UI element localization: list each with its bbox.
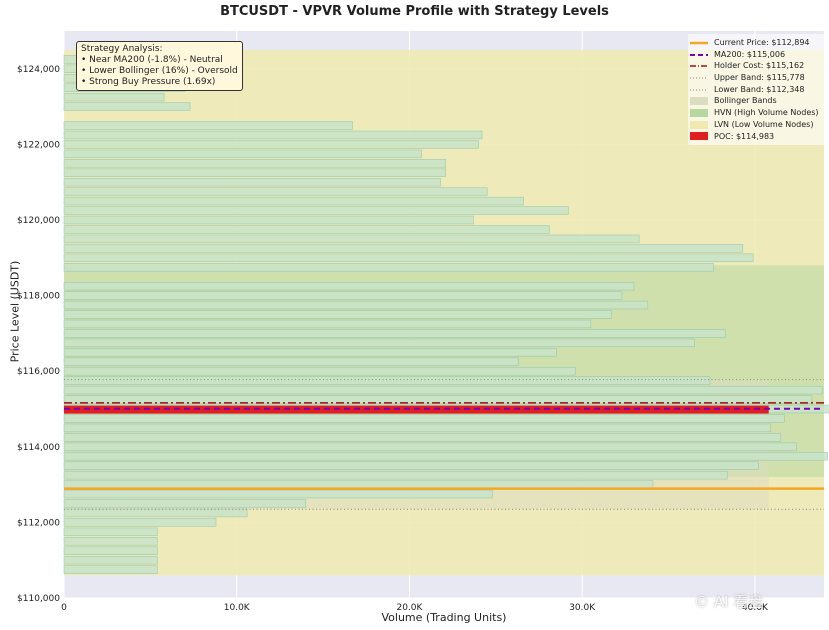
legend-item: POC: $114,983 <box>690 131 824 143</box>
legend-swatch-upper-band <box>690 74 708 82</box>
legend-item: Lower Band: $112,348 <box>690 84 824 96</box>
volume-bar <box>63 329 726 338</box>
annotation-title: Strategy Analysis: <box>81 44 163 54</box>
volume-bar <box>63 480 654 489</box>
x-tick-label: 20.0K <box>396 603 423 613</box>
annotation-line: • Strong Buy Pressure (1.69x) <box>81 77 216 87</box>
volume-bar <box>63 168 447 177</box>
volume-bar <box>63 281 635 291</box>
legend-swatch-bollinger <box>690 97 708 106</box>
volume-bar <box>63 423 771 433</box>
legend-label: MA200: $115,006 <box>714 49 786 59</box>
volume-bar <box>63 102 191 111</box>
volume-bar <box>63 300 649 310</box>
legend-item: LVN (Low Volume Nodes) <box>690 119 824 131</box>
y-tick-label: $112,000 <box>17 518 60 528</box>
y-tick-label: $116,000 <box>17 367 60 377</box>
legend-label: Bollinger Bands <box>714 96 777 106</box>
volume-bar <box>63 263 714 272</box>
legend-swatch-lvn <box>690 120 708 129</box>
volume-bar <box>63 414 785 423</box>
volume-bar <box>63 92 165 102</box>
y-tick-label: $118,000 <box>17 292 60 302</box>
volume-bar <box>63 527 158 537</box>
volume-bar <box>63 196 524 206</box>
legend-swatch-hvn <box>690 108 708 117</box>
volume-bar <box>63 433 782 442</box>
x-tick-label: 30.0K <box>569 603 596 613</box>
volume-bar <box>63 518 217 527</box>
volume-bar <box>63 348 557 357</box>
volume-bar <box>63 234 640 244</box>
y-tick-label: $110,000 <box>17 594 60 604</box>
volume-bar <box>63 140 479 149</box>
volume-bar <box>63 121 353 130</box>
strategy-analysis-box: Strategy Analysis: • Near MA200 (-1.8%) -… <box>76 41 243 91</box>
chart-legend: Current Price: $112,894 MA200: $115,006 … <box>688 34 826 146</box>
legend-item: MA200: $115,006 <box>690 49 824 61</box>
volume-bar <box>63 470 728 480</box>
legend-swatch-lower-band <box>690 86 708 94</box>
legend-item: Current Price: $112,894 <box>690 37 824 49</box>
x-tick-label: 40.0K <box>742 603 769 613</box>
volume-bar <box>63 206 569 215</box>
legend-swatch-poc <box>690 132 708 141</box>
y-tick-label: $122,000 <box>17 140 60 150</box>
volume-bar <box>63 253 754 263</box>
y-tick-label: $114,000 <box>17 443 60 453</box>
volume-bar <box>63 461 759 470</box>
annotation-line: • Near MA200 (-1.8%) - Neutral <box>81 55 223 65</box>
legend-label: Upper Band: $115,778 <box>714 73 805 83</box>
x-axis-label: Volume (Trading Units) <box>381 611 507 624</box>
volume-bar <box>63 442 797 452</box>
volume-bar <box>63 225 550 234</box>
x-tick-label: 10.0K <box>224 603 251 613</box>
y-tick-label: $120,000 <box>17 216 60 226</box>
y-axis-label: Price Level (USDT) <box>8 260 22 363</box>
legend-label: HVN (High Volume Nodes) <box>714 108 819 118</box>
legend-item: Holder Cost: $115,162 <box>690 60 824 72</box>
volume-bar <box>63 177 441 187</box>
legend-label: POC: $114,983 <box>714 131 775 141</box>
volume-bar <box>63 244 744 253</box>
volume-bar <box>63 452 828 461</box>
volume-bar <box>63 338 695 348</box>
chart-title: BTCUSDT - VPVR Volume Profile with Strat… <box>220 4 609 19</box>
volume-bar <box>63 537 158 546</box>
volume-bar <box>63 366 576 376</box>
legend-item: Bollinger Bands <box>690 95 824 107</box>
y-tick-label: $124,000 <box>17 65 60 75</box>
watermark: © AI 看盘 <box>694 593 764 611</box>
volume-bar <box>63 565 158 574</box>
legend-label: LVN (Low Volume Nodes) <box>714 119 814 129</box>
volume-bar <box>63 555 158 565</box>
x-tick-label: 0 <box>61 603 67 613</box>
volume-bar <box>63 489 493 499</box>
volume-bar <box>63 385 823 395</box>
legend-label: Lower Band: $112,348 <box>714 84 805 94</box>
legend-swatch-holder-cost <box>690 62 708 70</box>
volume-bar <box>63 376 711 385</box>
volume-bar <box>63 508 248 518</box>
volume-bar <box>63 215 474 225</box>
volume-bar <box>63 130 483 140</box>
volume-bar <box>63 159 447 168</box>
volume-bar <box>63 546 158 555</box>
volume-bar <box>63 291 623 300</box>
legend-label: Holder Cost: $115,162 <box>714 61 805 71</box>
volume-bar <box>63 499 307 508</box>
annotation-line: • Lower Bollinger (16%) - Oversold <box>81 66 238 76</box>
volume-bar <box>63 187 488 196</box>
legend-item: Upper Band: $115,778 <box>690 72 824 84</box>
volume-bar <box>63 357 519 366</box>
legend-swatch-current-price <box>690 39 708 47</box>
legend-swatch-ma200 <box>690 51 708 59</box>
volume-bar <box>63 310 612 319</box>
volume-bar <box>63 319 592 329</box>
legend-item: HVN (High Volume Nodes) <box>690 107 824 119</box>
legend-label: Current Price: $112,894 <box>714 38 810 47</box>
volume-bar <box>63 149 422 159</box>
